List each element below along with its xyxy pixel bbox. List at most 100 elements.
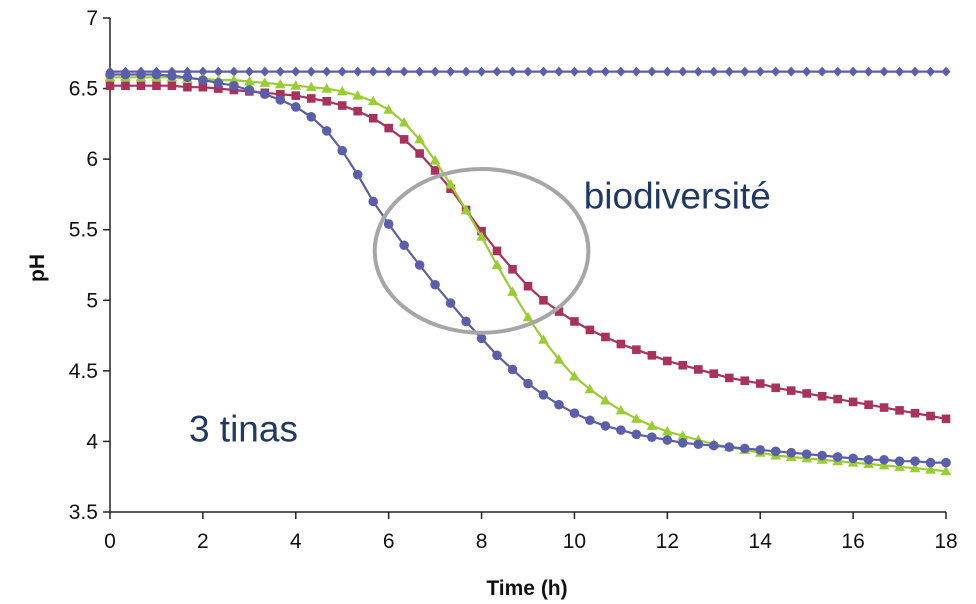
y-tick-label: 5 — [86, 289, 98, 312]
data-point — [291, 91, 301, 100]
data-point — [414, 260, 425, 270]
data-point — [337, 101, 347, 110]
data-point — [523, 378, 533, 389]
data-point — [228, 74, 240, 85]
data-point — [120, 69, 131, 80]
data-point — [384, 123, 393, 133]
data-point — [414, 133, 425, 144]
data-point — [415, 149, 424, 158]
data-point — [678, 66, 688, 77]
data-point — [368, 66, 378, 77]
data-point — [662, 426, 673, 436]
data-point — [306, 112, 317, 122]
data-point — [863, 454, 874, 465]
data-point — [275, 95, 286, 105]
data-point — [878, 459, 890, 470]
data-point — [786, 447, 797, 458]
annotation-layer: biodiversité 3 tinas — [189, 167, 771, 449]
data-point — [367, 95, 379, 106]
data-point — [677, 430, 689, 440]
data-point — [198, 82, 208, 92]
data-point — [709, 66, 719, 77]
data-point — [151, 69, 162, 80]
data-point — [786, 386, 796, 395]
y-tick-label: 6 — [86, 148, 98, 171]
data-point — [616, 339, 626, 349]
data-point — [229, 80, 239, 91]
data-point — [291, 66, 301, 77]
data-point — [538, 390, 549, 400]
data-point — [740, 376, 750, 386]
y-tick-label: 4.5 — [69, 360, 98, 383]
data-point — [337, 145, 348, 156]
data-point — [446, 184, 455, 194]
data-point — [275, 66, 285, 77]
data-point — [631, 429, 642, 440]
data-point — [260, 66, 270, 77]
data-point — [615, 404, 627, 415]
data-point — [786, 66, 796, 77]
data-point — [336, 85, 348, 96]
data-point — [538, 66, 548, 77]
data-point — [879, 454, 889, 465]
data-point — [508, 66, 518, 77]
data-point — [121, 81, 130, 91]
data-point — [352, 90, 363, 100]
data-point — [290, 102, 301, 112]
data-point — [491, 259, 503, 269]
data-point — [910, 456, 920, 466]
data-point — [167, 71, 177, 81]
data-point — [926, 66, 936, 77]
data-point — [461, 66, 471, 77]
data-point — [584, 383, 596, 394]
data-point — [600, 394, 611, 405]
data-point — [183, 82, 192, 92]
data-point — [461, 316, 471, 327]
data-point — [415, 66, 425, 77]
data-point — [894, 461, 905, 471]
data-point — [538, 334, 549, 344]
data-point — [214, 84, 223, 93]
data-point — [693, 66, 703, 77]
data-point — [925, 457, 936, 468]
data-point — [477, 226, 486, 236]
y-tick-label: 7 — [86, 7, 98, 30]
plot-area: 3.5 4 4.5 5 5.5 6 6.5 7 0 2 4 6 8 10 12 14 16 18 — [69, 7, 958, 553]
data-point — [507, 364, 518, 375]
data-point — [632, 345, 641, 354]
data-point — [662, 435, 673, 445]
data-point — [631, 413, 642, 423]
data-point — [616, 425, 626, 435]
data-point — [476, 333, 487, 344]
data-point — [817, 391, 827, 401]
data-point — [817, 66, 827, 77]
data-point — [941, 66, 951, 77]
data-point — [708, 440, 719, 451]
data-point — [476, 231, 487, 241]
data-point — [600, 421, 611, 431]
data-point — [771, 66, 781, 77]
data-point — [724, 442, 735, 452]
data-point — [306, 66, 316, 77]
data-point — [322, 66, 332, 77]
data-point — [833, 66, 843, 77]
y-tick-label: 6.5 — [69, 78, 98, 101]
data-point — [894, 456, 905, 466]
data-point — [213, 78, 224, 88]
data-point — [864, 400, 873, 410]
data-point — [539, 295, 548, 305]
data-point — [647, 351, 657, 360]
series-4 — [105, 69, 951, 468]
data-point — [616, 66, 626, 77]
data-point — [244, 85, 255, 95]
data-point — [926, 411, 935, 421]
data-point — [259, 89, 270, 100]
data-point — [663, 356, 672, 366]
x-tick-label: 8 — [476, 530, 488, 553]
series-2 — [105, 81, 951, 424]
data-point — [554, 307, 564, 316]
data-point — [429, 155, 441, 165]
data-point — [585, 66, 595, 77]
data-point — [244, 76, 255, 86]
data-point — [925, 464, 936, 474]
